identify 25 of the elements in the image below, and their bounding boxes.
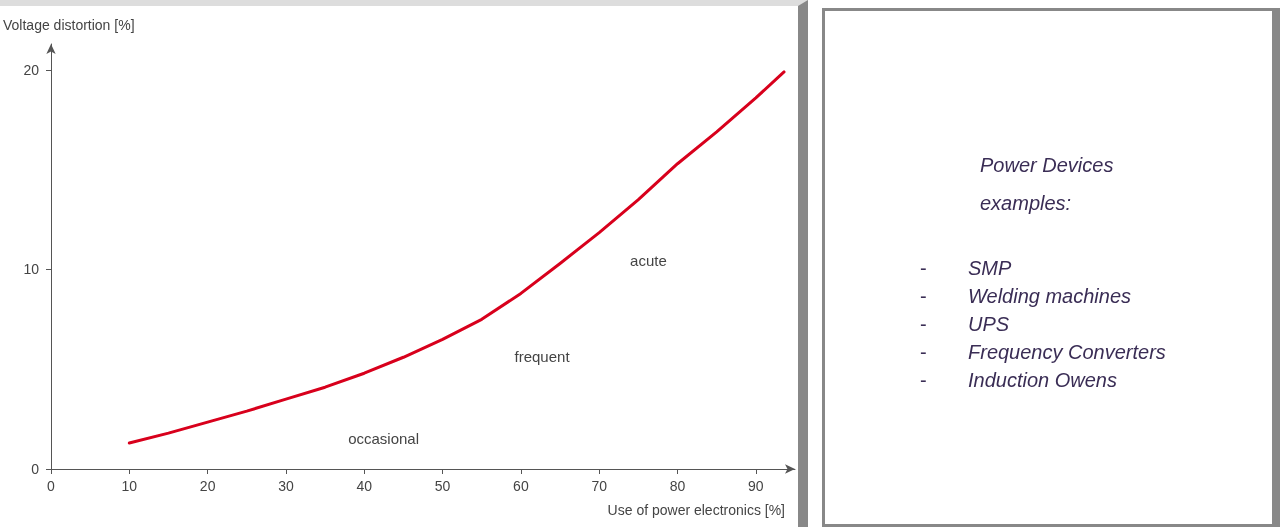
text: - Welding machines (920, 285, 1132, 307)
x-tick-label: 90 (748, 478, 764, 494)
x-axis-title: Use of power electronics [%] (607, 502, 785, 518)
x-tick-label: 70 (591, 478, 608, 494)
y-tick-label: 10 (23, 261, 40, 278)
x-tick-label: 50 (434, 478, 451, 494)
y-tick-label: 0 (31, 461, 40, 477)
line-series (127, 70, 786, 445)
x-tick-label: 80 (669, 478, 686, 494)
x-tick-label: 40 (356, 478, 373, 494)
x-tick-label: 30 (278, 478, 294, 494)
text: - SMP (920, 257, 1012, 279)
x-tick-label: 0 (47, 478, 56, 494)
x-tick-label: 10 (121, 478, 138, 494)
text: - UPS (920, 313, 1010, 335)
y-axis-title: Voltage distortion [%] (3, 17, 135, 33)
text: - Induction Owens (920, 369, 1117, 391)
x-tick-label: 20 (199, 478, 216, 494)
annotation: occasional (348, 429, 420, 447)
annotation: acute (630, 252, 667, 270)
text: Power Devices examples: (980, 153, 1115, 216)
text: - Frequency Converters (920, 341, 1166, 363)
x-tick-label: 60 (513, 478, 529, 494)
y-tick-label: 20 (23, 61, 40, 78)
annotation: frequent (514, 347, 571, 365)
